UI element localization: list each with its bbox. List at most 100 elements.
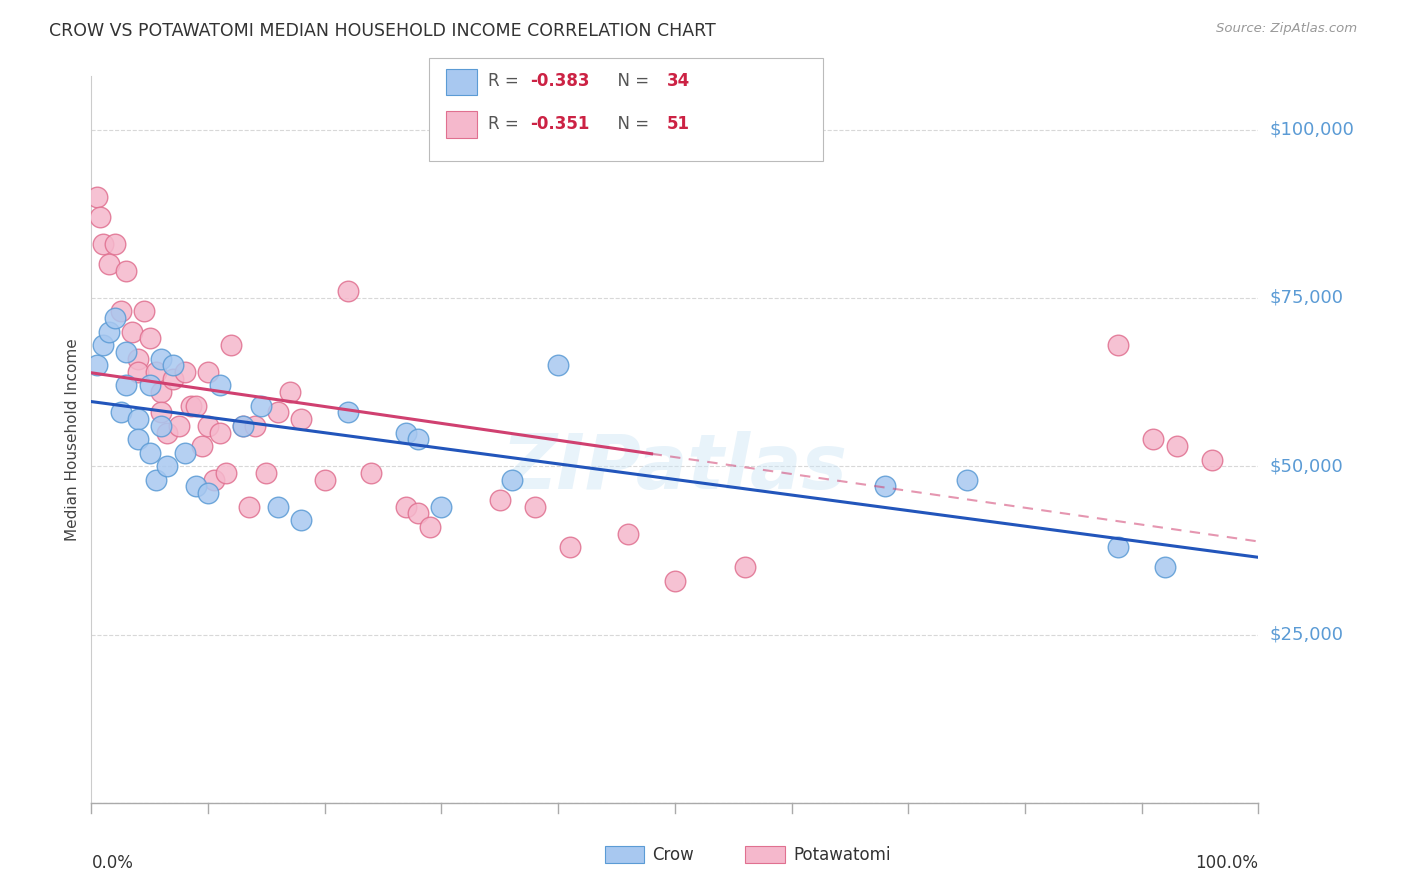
Point [167,418,190,433]
Point [150,405,173,419]
Point [523,500,546,514]
Point [127,365,149,379]
Point [267,405,290,419]
Point [150,418,173,433]
Point [337,284,360,298]
Point [121,325,143,339]
Point [156,425,179,440]
Point [97,325,120,339]
Point [430,500,453,514]
Text: -0.383: -0.383 [530,72,589,90]
Text: $100,000: $100,000 [1270,120,1354,138]
Point [86,358,108,372]
Point [127,432,149,446]
Point [1107,540,1129,554]
Point [617,526,640,541]
Point [314,473,336,487]
Point [664,574,686,588]
Point [547,358,569,372]
Text: Source: ZipAtlas.com: Source: ZipAtlas.com [1216,22,1357,36]
Point [127,412,149,426]
Point [406,507,429,521]
Text: Crow: Crow [652,846,695,863]
Point [249,399,271,413]
Text: 100.0%: 100.0% [1195,854,1258,871]
Text: R =: R = [488,72,524,90]
Point [501,473,523,487]
Point [150,385,173,400]
Point [232,418,254,433]
Point [197,486,219,500]
Point [419,520,441,534]
Point [238,500,260,514]
Point [360,466,382,480]
Point [1107,338,1129,352]
Point [186,399,208,413]
Point [162,358,184,372]
Point [104,237,127,252]
Point [214,466,236,480]
Point [337,405,360,419]
Point [156,459,179,474]
Point [558,540,581,554]
Point [162,372,184,386]
Point [256,466,278,480]
Point [956,473,979,487]
Text: CROW VS POTAWATOMI MEDIAN HOUSEHOLD INCOME CORRELATION CHART: CROW VS POTAWATOMI MEDIAN HOUSEHOLD INCO… [49,22,716,40]
Point [197,418,219,433]
Point [395,500,418,514]
Point [104,311,127,326]
Point [1201,452,1223,467]
Point [115,264,138,278]
Point [145,473,167,487]
Point [138,331,162,345]
Point [1154,560,1177,574]
Y-axis label: Median Household Income: Median Household Income [65,338,80,541]
Text: N =: N = [607,72,655,90]
Point [145,365,167,379]
Point [91,338,114,352]
Text: 51: 51 [666,115,689,133]
Text: $25,000: $25,000 [1270,625,1344,643]
Point [197,365,219,379]
Text: $50,000: $50,000 [1270,458,1343,475]
Point [406,432,429,446]
Point [873,479,896,493]
Point [290,513,312,527]
Point [489,492,512,507]
Point [150,351,173,366]
Point [127,351,149,366]
Point [173,365,195,379]
Text: 0.0%: 0.0% [91,854,134,871]
Text: R =: R = [488,115,524,133]
Text: $75,000: $75,000 [1270,289,1344,307]
Text: Potawatomi: Potawatomi [793,846,890,863]
Text: ZIPatlas: ZIPatlas [502,432,848,506]
Text: -0.351: -0.351 [530,115,589,133]
Point [89,210,111,224]
Point [734,560,756,574]
Point [186,479,208,493]
Point [138,446,162,460]
Point [1142,432,1164,446]
Point [180,399,202,413]
Point [91,237,114,252]
Point [267,500,290,514]
Point [191,439,214,453]
Point [173,446,195,460]
Point [110,405,132,419]
Point [97,257,120,271]
Point [132,304,155,318]
Point [202,473,225,487]
Text: N =: N = [607,115,655,133]
Point [115,378,138,392]
Point [278,385,301,400]
Point [208,425,231,440]
Point [208,378,231,392]
Point [138,378,162,392]
Text: 34: 34 [666,72,690,90]
Point [221,338,243,352]
Point [115,344,138,359]
Point [86,190,108,204]
Point [290,412,312,426]
